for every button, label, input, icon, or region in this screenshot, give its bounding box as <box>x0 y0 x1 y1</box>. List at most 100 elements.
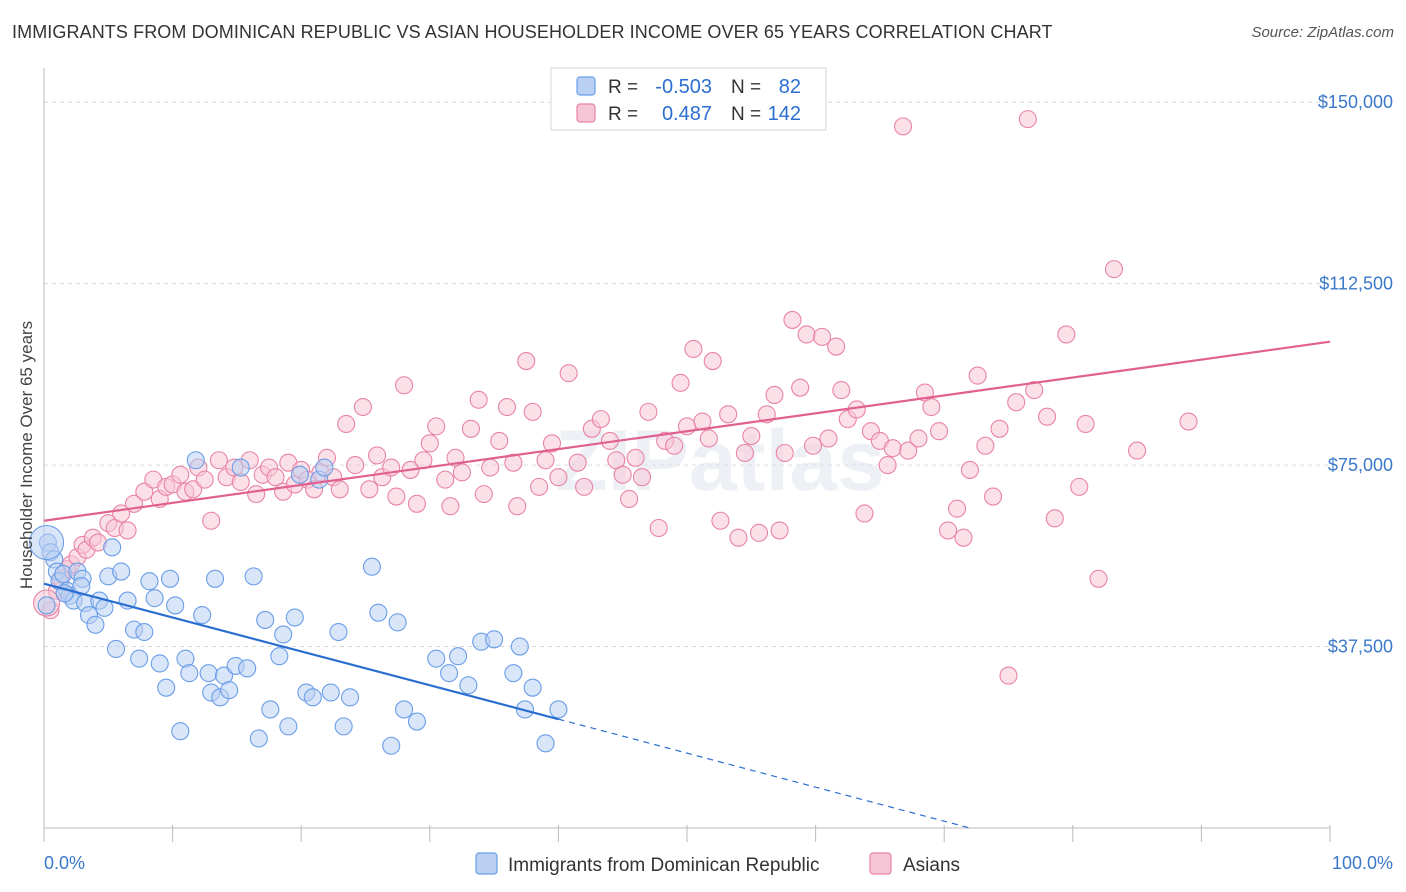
bottom-legend: Immigrants from Dominican Republic Asian… <box>475 852 960 876</box>
dominican-point <box>459 676 478 695</box>
asians-point <box>649 518 668 538</box>
asians-point <box>703 352 722 371</box>
dominican-point <box>504 664 523 683</box>
asians-point <box>922 397 941 417</box>
asians-point <box>948 499 967 518</box>
dominican-point <box>279 717 298 736</box>
dominican-point <box>231 458 250 477</box>
dominican-point <box>427 649 446 668</box>
dominican-point <box>112 562 131 581</box>
asians-point <box>665 436 684 455</box>
legend-r-label-2: R = <box>608 104 638 125</box>
dominican-point <box>341 688 360 707</box>
legend-swatch-blue <box>576 76 596 96</box>
legend-r-value-1: -0.503 <box>655 76 712 98</box>
asians-point <box>184 480 203 499</box>
asians-point <box>893 117 913 136</box>
dominican-point <box>440 664 459 683</box>
asians-point <box>481 458 500 477</box>
asians-point <box>684 339 703 359</box>
asians-point <box>517 352 536 371</box>
asians-trend-line <box>43 340 1331 522</box>
asians-point <box>765 385 784 404</box>
dominican-point <box>160 569 180 588</box>
asians-point <box>337 414 356 434</box>
dominican-point <box>407 712 426 731</box>
asians-point <box>1089 569 1108 588</box>
dominican-point <box>199 664 218 683</box>
asians-point <box>626 448 645 467</box>
dominican-point <box>145 589 164 608</box>
asians-point <box>1038 407 1057 426</box>
asians-point <box>960 460 979 479</box>
dominican-point <box>244 567 263 586</box>
dominican-point <box>303 688 322 707</box>
dominican-point-large <box>29 524 65 561</box>
asians-point <box>899 441 918 460</box>
asians-point <box>984 487 1003 506</box>
asians-point <box>407 494 426 513</box>
bottom-legend-swatch-blue <box>475 852 498 875</box>
asians-point <box>711 511 730 530</box>
dominican-point <box>220 681 239 700</box>
dominican-point <box>86 615 105 634</box>
dominican-point <box>449 647 468 666</box>
asians-point <box>775 443 794 463</box>
dominican-point <box>382 736 401 755</box>
dominican-point <box>249 729 268 748</box>
legend-r-value-2: 0.487 <box>662 103 712 125</box>
asians-point <box>1025 381 1044 400</box>
asians-point <box>504 453 523 472</box>
asians-point <box>832 381 851 400</box>
asians-point <box>171 465 190 484</box>
dominican-point <box>388 613 407 632</box>
asians-point <box>976 436 995 455</box>
asians-point <box>536 451 555 470</box>
asians-point <box>1070 477 1089 496</box>
dominican-point <box>205 569 225 588</box>
asians-point <box>671 373 690 392</box>
asians-point <box>353 397 372 417</box>
dominican-point <box>334 717 353 736</box>
asians-point <box>1128 441 1147 460</box>
asians-point <box>803 436 823 455</box>
asians-point <box>195 470 214 489</box>
dominican-point <box>186 451 205 470</box>
asians-point <box>613 465 632 484</box>
bottom-legend-swatch-pink <box>869 852 892 875</box>
asians-point <box>436 470 455 489</box>
y-axis-label: Householder Income Over 65 years <box>17 321 36 589</box>
dominican-point <box>549 700 568 719</box>
asians-point <box>990 419 1009 438</box>
dominican-point <box>106 639 126 659</box>
dominican-point <box>166 596 185 615</box>
asians-point <box>420 434 439 453</box>
dominican-point <box>130 649 149 668</box>
asians-point <box>999 666 1018 685</box>
chart-title: IMMIGRANTS FROM DOMINICAN REPUBLIC VS AS… <box>12 22 1053 42</box>
legend-n-value-1: 82 <box>779 76 801 98</box>
dominican-point <box>485 630 504 649</box>
dominican-points <box>29 451 568 755</box>
asians-point <box>387 487 406 506</box>
asians-point <box>729 528 748 547</box>
asians-point <box>461 419 481 438</box>
asians-point <box>209 451 228 470</box>
asians-points <box>33 110 1198 685</box>
asians-point <box>632 468 652 487</box>
asians-point <box>497 397 517 417</box>
asians-point <box>827 337 846 356</box>
asians-point <box>770 521 789 540</box>
dominican-point <box>395 700 414 719</box>
dominican-point <box>238 659 257 678</box>
asians-point <box>968 366 987 385</box>
dominican-trend-line <box>43 582 559 721</box>
asians-point <box>1018 110 1037 129</box>
asians-point <box>360 480 379 499</box>
asians-point <box>639 402 658 421</box>
dominican-point <box>329 622 348 642</box>
dominican-point <box>369 603 388 622</box>
asians-point <box>441 497 460 516</box>
asians-point <box>523 402 542 421</box>
